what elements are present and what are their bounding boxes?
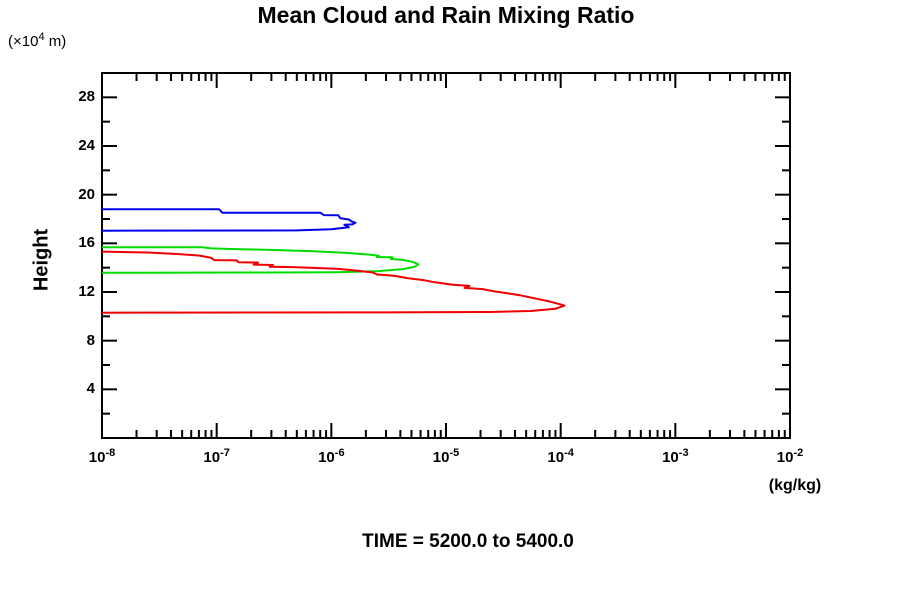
curve-blue — [101, 208, 357, 232]
chart-title: Mean Cloud and Rain Mixing Ratio — [257, 2, 635, 28]
y-tick-label: 28 — [78, 88, 95, 106]
x-tick-label: 10-6 — [318, 447, 345, 466]
y-tick-label: 12 — [78, 283, 95, 300]
x-tick-label: 10-3 — [662, 447, 689, 466]
y-unit-exponent: 4 — [38, 31, 45, 43]
plot-frame — [101, 72, 791, 439]
y-tick-label: 4 — [86, 380, 95, 398]
curve-red — [101, 250, 566, 314]
y-tick-label: 16 — [78, 234, 95, 252]
y-unit-prefix: (×10 — [8, 33, 39, 50]
x-tick-label: 10-5 — [432, 447, 460, 466]
y-tick-label: 24 — [78, 137, 95, 154]
curve-green — [101, 246, 420, 274]
x-tick-label: 10-4 — [547, 447, 574, 466]
x-tick-label: 10-8 — [88, 447, 116, 466]
x-tick-label: 10-2 — [776, 447, 804, 466]
y-unit-suffix: m) — [44, 33, 67, 50]
y-axis-unit-label: (×104 m) — [8, 31, 66, 50]
x-axis-unit-label: (kg/kg) — [768, 477, 822, 494]
y-tick-label: 20 — [78, 185, 95, 203]
y-tick-label: 8 — [86, 331, 95, 349]
time-range-caption: TIME = 5200.0 to 5400.0 — [362, 531, 574, 552]
x-tick-label: 10-7 — [203, 447, 230, 466]
